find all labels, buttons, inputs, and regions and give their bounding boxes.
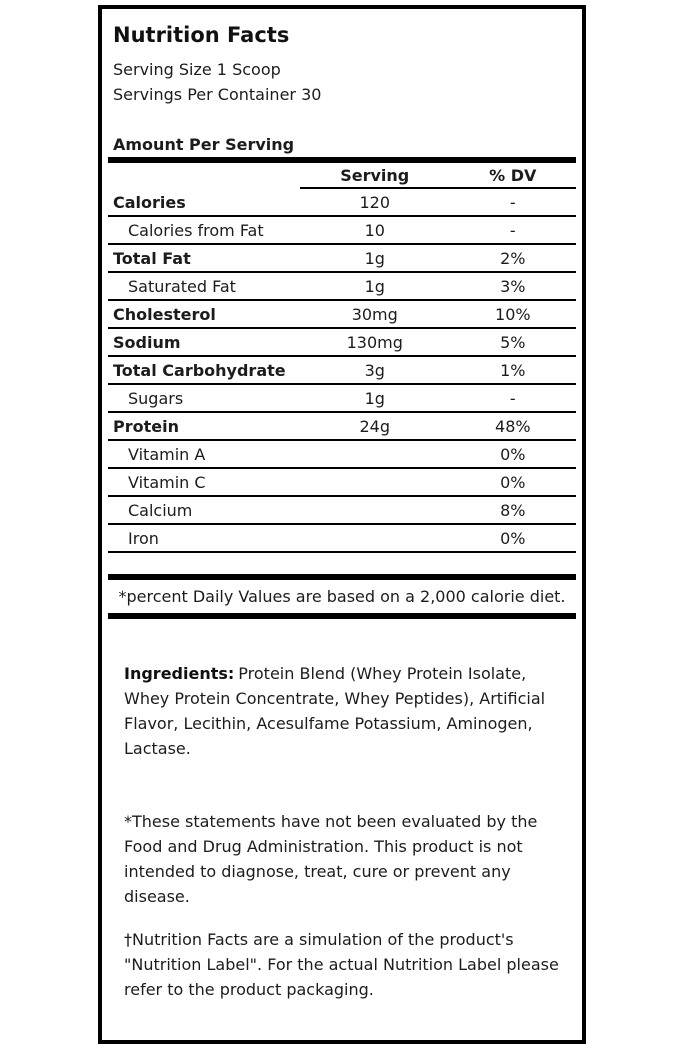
serving-size-text: Serving Size 1 Scoop	[113, 60, 281, 80]
nutrient-serving-value: 3g	[364, 360, 385, 380]
nutrient-serving-value: 1g	[364, 276, 385, 296]
nutrient-serving-value: 24g	[359, 416, 390, 436]
nutrient-dv-value: 1%	[500, 360, 526, 380]
nutrient-name: Total Fat	[113, 248, 191, 268]
nutrient-serving-value: 30mg	[351, 304, 398, 324]
nutrient-dv-value: 8%	[500, 500, 526, 520]
nutrient-name: Vitamin C	[128, 472, 206, 492]
ingredients-label: Ingredients:	[124, 664, 235, 684]
table-row: Iron 0%	[108, 525, 576, 554]
nutrient-dv-value: 10%	[495, 304, 531, 324]
nutrient-dv-value: 48%	[495, 416, 531, 436]
daily-values-footnote: *percent Daily Values are based on a 2,0…	[118, 587, 566, 607]
nutrient-name: Protein	[113, 416, 179, 436]
nutrient-serving-value: 120	[359, 192, 391, 212]
table-header-row: Serving % DV	[108, 163, 576, 190]
nutrient-dv-value: -	[509, 220, 516, 240]
nutrient-dv-value: 0%	[500, 444, 526, 464]
table-row: Total Fat 1g 2%	[108, 245, 576, 274]
table-row: Protein 24g 48%	[108, 413, 576, 442]
nutrient-name: Cholesterol	[113, 304, 216, 324]
simulation-statement: †Nutrition Facts are a simulation of the…	[124, 930, 559, 1000]
nutrition-table: Serving % DV Calories 120 - Calories fro…	[108, 163, 576, 554]
nutrient-serving-value: 130mg	[346, 332, 403, 352]
table-row: Saturated Fat 1g 3%	[108, 273, 576, 302]
nutrient-name: Saturated Fat	[128, 276, 236, 296]
servings-per-container-text: Servings Per Container 30	[113, 85, 322, 105]
fda-statement: *These statements have not been evaluate…	[124, 812, 538, 907]
amount-per-serving-heading: Amount Per Serving	[113, 135, 295, 155]
divider-thick-footnote-bottom	[108, 613, 576, 620]
header-spacer-cell	[108, 163, 300, 189]
nutrient-name: Total Carbohydrate	[113, 360, 286, 380]
nutrient-serving-value: 1g	[364, 388, 385, 408]
ingredients-paragraph: Ingredients: Protein Blend (Whey Protein …	[124, 661, 562, 761]
nutrient-name: Sugars	[128, 388, 184, 408]
table-row: Vitamin A 0%	[108, 441, 576, 470]
nutrition-label: Nutrition Facts Serving Size 1 Scoop Ser…	[98, 5, 586, 1044]
nutrient-name: Sodium	[113, 332, 181, 352]
nutrient-dv-value: 5%	[500, 332, 526, 352]
nutrient-name: Calcium	[128, 500, 193, 520]
nutrient-name: Calories from Fat	[128, 220, 264, 240]
nutrient-name: Vitamin A	[128, 444, 206, 464]
label-title: Nutrition Facts	[113, 23, 290, 47]
divider-thick-top	[108, 157, 576, 164]
table-row: Calories from Fat 10 -	[108, 217, 576, 246]
column-header-serving: Serving	[299, 163, 450, 190]
table-row: Cholesterol 30mg 10%	[108, 301, 576, 330]
table-rows: Calories 120 - Calories from Fat 10 - To…	[108, 189, 576, 554]
nutrient-dv-value: 0%	[500, 528, 526, 548]
column-header-dv: % DV	[449, 163, 576, 190]
nutrient-dv-value: 0%	[500, 472, 526, 492]
table-row: Calcium 8%	[108, 497, 576, 526]
table-row: Calories 120 -	[108, 189, 576, 218]
table-row: Vitamin C 0%	[108, 469, 576, 498]
table-row: Sodium 130mg 5%	[108, 329, 576, 358]
nutrient-name: Iron	[128, 528, 159, 548]
nutrient-serving-value: 10	[364, 220, 385, 240]
nutrient-serving-value: 1g	[364, 248, 385, 268]
table-row: Sugars 1g -	[108, 385, 576, 414]
nutrient-dv-value: 2%	[500, 248, 526, 268]
nutrient-dv-value: 3%	[500, 276, 526, 296]
divider-thick-footnote-top	[108, 574, 576, 581]
table-row: Total Carbohydrate 3g 1%	[108, 357, 576, 386]
nutrient-dv-value: -	[509, 192, 516, 212]
nutrient-name: Calories	[113, 192, 186, 212]
ingredients-text: Protein Blend (Whey Protein Isolate, Whe…	[124, 664, 546, 759]
nutrient-dv-value: -	[509, 388, 516, 408]
